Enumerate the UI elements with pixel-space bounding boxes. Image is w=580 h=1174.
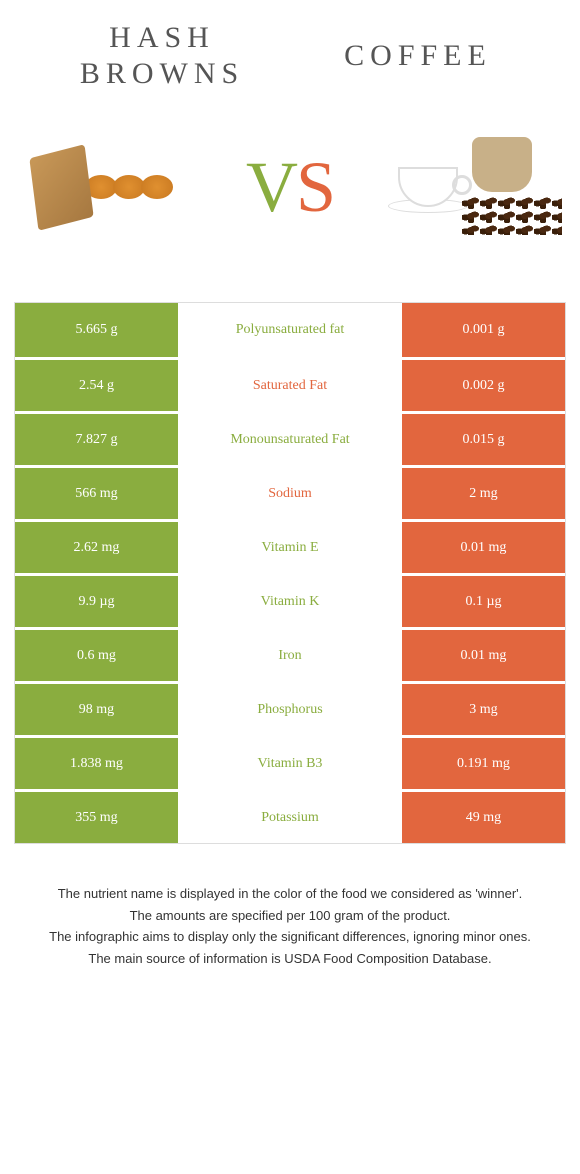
footer-line: The main source of information is USDA F…: [24, 949, 556, 969]
right-value: 0.01 mg: [399, 522, 565, 573]
right-value: 0.015 g: [399, 414, 565, 465]
right-value: 49 mg: [399, 792, 565, 843]
nutrient-label: Saturated Fat: [181, 360, 399, 411]
left-value: 2.54 g: [15, 360, 181, 411]
header: HASH BROWNS COFFEE: [14, 20, 566, 92]
nutrient-label: Iron: [181, 630, 399, 681]
vs-s: S: [296, 147, 334, 227]
table-row: 2.62 mgVitamin E0.01 mg: [15, 519, 565, 573]
footer-line: The amounts are specified per 100 gram o…: [24, 906, 556, 926]
vs-row: VS: [14, 132, 566, 242]
right-value: 3 mg: [399, 684, 565, 735]
right-value: 0.001 g: [399, 303, 565, 357]
title-left-wrap: HASH BROWNS: [34, 20, 290, 92]
table-row: 9.9 µgVitamin K0.1 µg: [15, 573, 565, 627]
table-row: 7.827 gMonounsaturated Fat0.015 g: [15, 411, 565, 465]
right-value: 2 mg: [399, 468, 565, 519]
left-value: 566 mg: [15, 468, 181, 519]
left-value: 7.827 g: [15, 414, 181, 465]
right-value: 0.002 g: [399, 360, 565, 411]
left-value: 98 mg: [15, 684, 181, 735]
nutrient-label: Vitamin E: [181, 522, 399, 573]
table-row: 2.54 gSaturated Fat0.002 g: [15, 357, 565, 411]
hash-browns-image: [18, 132, 188, 242]
nutrient-label: Monounsaturated Fat: [181, 414, 399, 465]
vs-label: VS: [246, 146, 334, 229]
footer-line: The infographic aims to display only the…: [24, 927, 556, 947]
table-row: 355 mgPotassium49 mg: [15, 789, 565, 843]
right-value: 0.191 mg: [399, 738, 565, 789]
nutrient-table: 5.665 gPolyunsaturated fat0.001 g2.54 gS…: [14, 302, 566, 844]
left-value: 1.838 mg: [15, 738, 181, 789]
left-value: 5.665 g: [15, 303, 181, 357]
left-value: 2.62 mg: [15, 522, 181, 573]
vs-v: V: [246, 147, 296, 227]
right-value: 0.1 µg: [399, 576, 565, 627]
nutrient-label: Vitamin B3: [181, 738, 399, 789]
title-right-wrap: COFFEE: [290, 20, 546, 74]
left-food-title: HASH BROWNS: [34, 20, 290, 92]
left-value: 0.6 mg: [15, 630, 181, 681]
footer-notes: The nutrient name is displayed in the co…: [14, 884, 566, 968]
coffee-image: [392, 132, 562, 242]
footer-line: The nutrient name is displayed in the co…: [24, 884, 556, 904]
left-value: 355 mg: [15, 792, 181, 843]
right-value: 0.01 mg: [399, 630, 565, 681]
nutrient-label: Potassium: [181, 792, 399, 843]
nutrient-label: Sodium: [181, 468, 399, 519]
left-value: 9.9 µg: [15, 576, 181, 627]
table-row: 1.838 mgVitamin B30.191 mg: [15, 735, 565, 789]
nutrient-label: Vitamin K: [181, 576, 399, 627]
right-food-title: COFFEE: [290, 38, 546, 74]
table-row: 566 mgSodium2 mg: [15, 465, 565, 519]
table-row: 5.665 gPolyunsaturated fat0.001 g: [15, 303, 565, 357]
table-row: 0.6 mgIron0.01 mg: [15, 627, 565, 681]
nutrient-label: Polyunsaturated fat: [181, 303, 399, 357]
table-row: 98 mgPhosphorus3 mg: [15, 681, 565, 735]
nutrient-label: Phosphorus: [181, 684, 399, 735]
